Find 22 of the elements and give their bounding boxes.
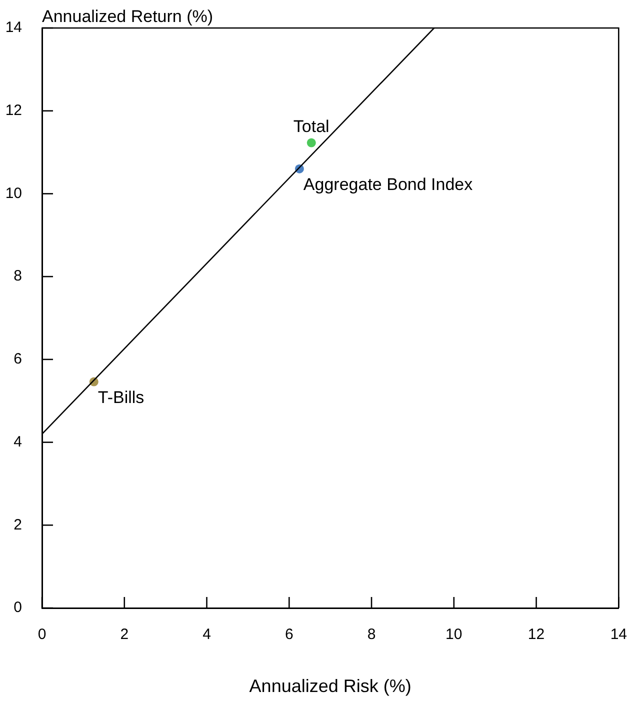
x-tick-label: 6 xyxy=(284,626,294,644)
x-tick-label: 12 xyxy=(528,626,545,644)
y-tick-label: 8 xyxy=(14,268,22,285)
y-tick-label: 2 xyxy=(14,516,22,534)
y-tick-label: 0 xyxy=(14,599,22,616)
series-label: Aggregate Bond Index xyxy=(303,175,474,194)
x-axis-title: Annualized Risk (%) xyxy=(249,676,412,696)
y-tick-label: 14 xyxy=(5,19,22,36)
y-axis-title: Annualized Return (%) xyxy=(42,7,214,26)
y-tick-label: 6 xyxy=(14,350,22,368)
point xyxy=(306,138,316,148)
x-tick-label: 0 xyxy=(38,626,46,644)
y-tick-label: 12 xyxy=(5,102,22,119)
x-tick-label: 8 xyxy=(367,626,376,644)
series-label: Total xyxy=(293,116,330,136)
x-tick-label: 2 xyxy=(120,626,129,644)
series-label: T-Bills xyxy=(98,388,144,407)
x-tick-label: 14 xyxy=(610,626,627,644)
x-tick-label: 10 xyxy=(446,626,462,644)
x-tick-label: 4 xyxy=(202,626,211,644)
y-tick-label: 4 xyxy=(14,433,22,450)
y-tick-label: 10 xyxy=(5,184,22,202)
